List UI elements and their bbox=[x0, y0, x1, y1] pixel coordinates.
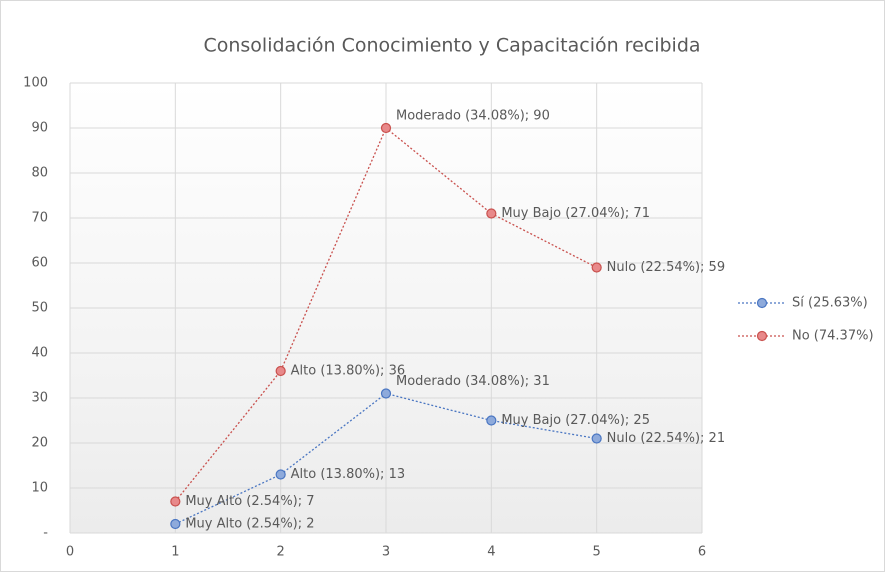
legend-marker bbox=[756, 330, 768, 342]
legend-marker bbox=[756, 297, 768, 309]
y-tick-label: 20 bbox=[31, 436, 48, 451]
data-label: Alto (13.80%); 13 bbox=[291, 467, 405, 482]
marker bbox=[275, 469, 286, 480]
data-label: Muy Bajo (27.04%); 71 bbox=[501, 206, 650, 221]
marker bbox=[591, 433, 602, 444]
x-tick-label: 5 bbox=[593, 545, 601, 560]
x-tick-label: 4 bbox=[487, 545, 495, 560]
marker bbox=[486, 208, 497, 219]
data-label: Muy Alto (2.54%); 7 bbox=[185, 494, 314, 509]
marker bbox=[170, 518, 181, 530]
legend-label: Sí (25.63%) bbox=[792, 296, 868, 311]
data-label: Nulo (22.54%); 21 bbox=[607, 431, 725, 446]
data-label: Moderado (34.08%); 31 bbox=[396, 374, 550, 389]
y-tick-label: 70 bbox=[31, 211, 48, 226]
marker bbox=[380, 388, 392, 399]
marker bbox=[591, 262, 602, 273]
data-label: Alto (13.80%); 36 bbox=[291, 364, 405, 379]
marker bbox=[275, 365, 286, 377]
y-tick-label: 100 bbox=[23, 76, 48, 91]
data-label: Nulo (22.54%); 59 bbox=[607, 260, 725, 275]
y-tick-label: - bbox=[43, 526, 48, 541]
data-label: Moderado (34.08%); 90 bbox=[396, 109, 550, 124]
y-tick-label: 50 bbox=[31, 301, 48, 316]
y-tick-label: 30 bbox=[31, 391, 48, 406]
data-label: Muy Bajo (27.04%); 25 bbox=[501, 413, 650, 428]
chart-title: Consolidación Conocimiento y Capacitació… bbox=[203, 35, 700, 57]
x-tick-label: 6 bbox=[698, 545, 706, 560]
marker bbox=[170, 496, 181, 507]
y-tick-label: 10 bbox=[31, 481, 48, 496]
marker bbox=[486, 415, 497, 426]
y-tick-label: 40 bbox=[31, 346, 48, 361]
x-tick-label: 2 bbox=[277, 545, 285, 560]
data-label: Muy Alto (2.54%); 2 bbox=[185, 517, 314, 532]
x-tick-label: 0 bbox=[66, 545, 74, 560]
x-tick-label: 3 bbox=[382, 545, 390, 560]
legend-label: No (74.37%) bbox=[792, 329, 874, 344]
y-tick-label: 90 bbox=[31, 121, 48, 136]
marker bbox=[380, 122, 392, 134]
x-tick-label: 1 bbox=[171, 545, 179, 560]
y-tick-label: 80 bbox=[31, 166, 48, 181]
y-tick-label: 60 bbox=[31, 256, 48, 271]
